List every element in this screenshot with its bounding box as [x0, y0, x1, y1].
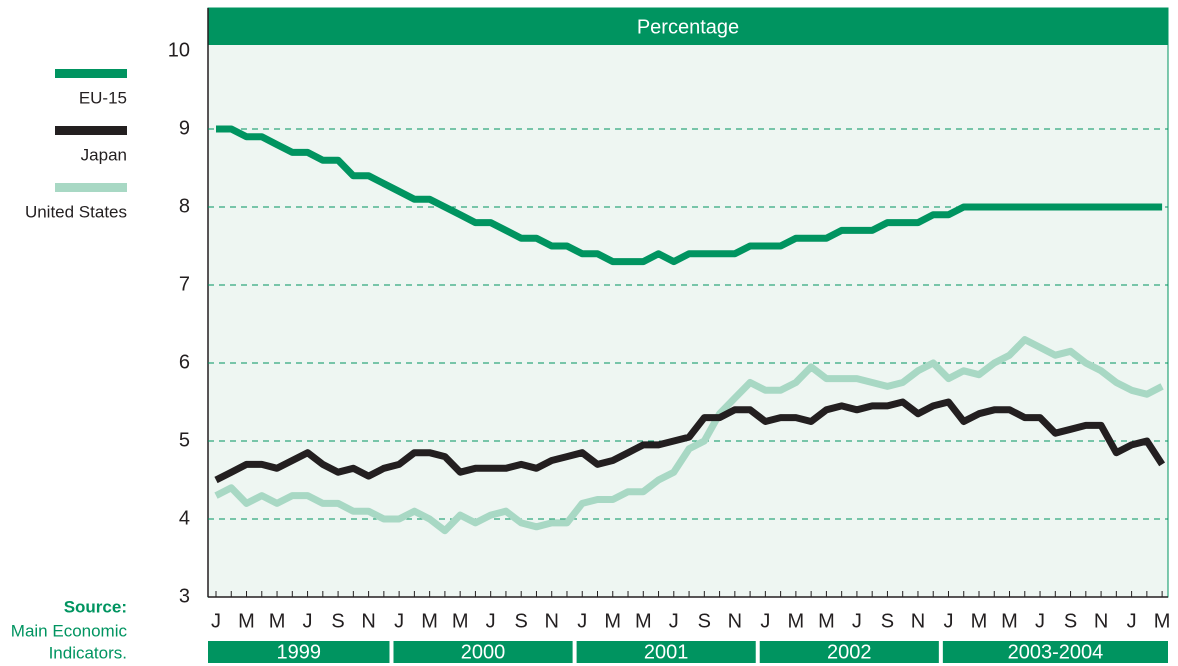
source-text: Main Economic — [11, 621, 128, 640]
year-band — [759, 641, 939, 663]
legend-label: EU-15 — [79, 88, 127, 107]
x-tick-label: J — [852, 610, 862, 632]
x-tick-label: N — [1094, 610, 1108, 632]
x-tick-label: M — [1001, 610, 1018, 632]
year-label: 2000 — [461, 641, 506, 663]
source-text: Indicators. — [49, 643, 127, 662]
x-tick-label: M — [421, 610, 438, 632]
x-tick-label: J — [1035, 610, 1045, 632]
x-tick-label: M — [971, 610, 988, 632]
y-tick-label: 3 — [179, 585, 190, 607]
year-band — [208, 641, 390, 663]
year-label: 2003-2004 — [1008, 641, 1104, 663]
year-label: 2002 — [827, 641, 872, 663]
x-tick-label: M — [269, 610, 286, 632]
x-tick-label: M — [452, 610, 469, 632]
x-tick-label: M — [788, 610, 805, 632]
x-tick-label: J — [760, 610, 770, 632]
x-tick-label: J — [943, 610, 953, 632]
chart-title: Percentage — [637, 16, 739, 38]
legend-swatch — [55, 69, 127, 78]
year-band — [576, 641, 756, 663]
x-tick-label: J — [577, 610, 587, 632]
y-tick-label: 8 — [179, 195, 190, 217]
y-tick-label: 4 — [179, 507, 190, 529]
x-tick-label: J — [394, 610, 404, 632]
plot-area — [207, 7, 1169, 598]
x-tick-label: N — [911, 610, 925, 632]
legend-swatch — [55, 183, 127, 192]
series-line — [214, 336, 1164, 535]
y-tick-label: 7 — [179, 273, 190, 295]
y-tick-label: 6 — [179, 351, 190, 373]
x-tick-label: J — [303, 610, 313, 632]
x-tick-label: M — [238, 610, 255, 632]
x-tick-label: M — [604, 610, 621, 632]
x-tick-label: M — [1154, 610, 1171, 632]
x-tick-label: M — [818, 610, 835, 632]
year-label: 1999 — [276, 641, 321, 663]
year-band — [393, 641, 573, 663]
source-label: Source: — [64, 597, 127, 616]
x-tick-label: J — [669, 610, 679, 632]
series-line — [216, 125, 1163, 266]
year-band — [942, 641, 1168, 663]
x-tick-label: N — [361, 610, 375, 632]
x-tick-label: S — [1064, 610, 1077, 632]
year-label: 2001 — [644, 641, 689, 663]
series-line — [214, 398, 1166, 484]
y-tick-label: 10 — [168, 39, 190, 61]
legend-label: United States — [25, 202, 127, 221]
legend-swatch — [55, 126, 127, 135]
x-tick-label: S — [331, 610, 344, 632]
x-tick-label: S — [698, 610, 711, 632]
header-band — [208, 8, 1168, 45]
x-tick-label: J — [211, 610, 221, 632]
x-tick-label: S — [515, 610, 528, 632]
x-tick-label: N — [728, 610, 742, 632]
x-tick-label: M — [635, 610, 652, 632]
legend-label: Japan — [81, 145, 127, 164]
x-tick-label: S — [881, 610, 894, 632]
y-tick-label: 9 — [179, 117, 190, 139]
y-tick-label: 5 — [179, 429, 190, 451]
x-tick-label: N — [544, 610, 558, 632]
x-tick-label: J — [1127, 610, 1137, 632]
x-tick-label: J — [486, 610, 496, 632]
